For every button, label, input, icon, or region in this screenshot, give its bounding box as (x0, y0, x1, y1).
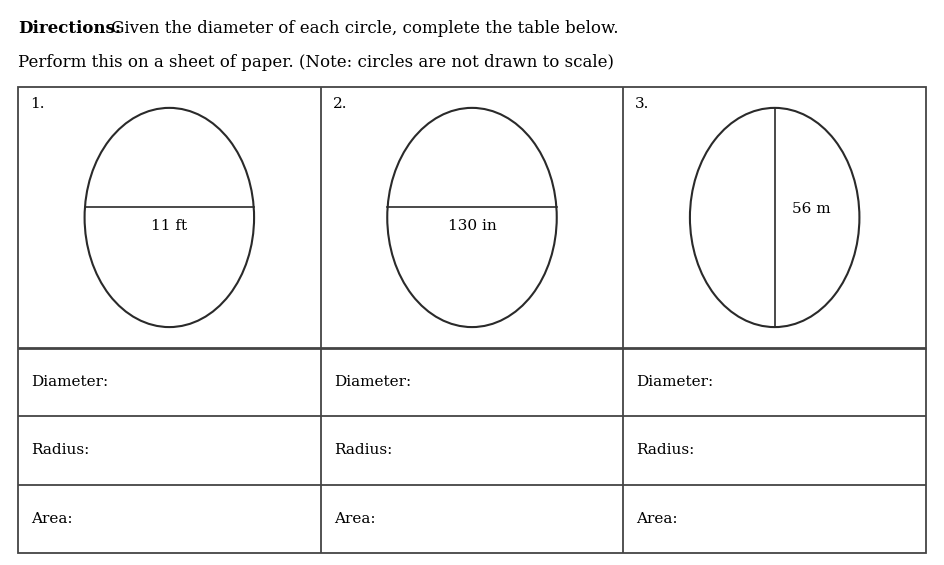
Bar (18, 87, 926, 553)
Ellipse shape (690, 108, 859, 327)
Text: Diameter:: Diameter: (636, 375, 714, 389)
Text: Diameter:: Diameter: (31, 375, 109, 389)
Text: 56 m: 56 m (792, 202, 830, 216)
Ellipse shape (387, 108, 557, 327)
Text: 130 in: 130 in (447, 219, 497, 233)
Text: 3.: 3. (635, 97, 649, 111)
Ellipse shape (85, 108, 254, 327)
Text: Radius:: Radius: (636, 444, 695, 458)
Text: Area:: Area: (636, 512, 678, 526)
Text: Directions:: Directions: (18, 20, 121, 37)
Text: Radius:: Radius: (333, 444, 392, 458)
Text: 1.: 1. (30, 97, 44, 111)
Text: Area:: Area: (333, 512, 376, 526)
Text: 2.: 2. (332, 97, 347, 111)
Text: Diameter:: Diameter: (333, 375, 411, 389)
Text: Perform this on a sheet of paper. (Note: circles are not drawn to scale): Perform this on a sheet of paper. (Note:… (18, 54, 614, 71)
Text: Area:: Area: (31, 512, 73, 526)
Text: Given the diameter of each circle, complete the table below.: Given the diameter of each circle, compl… (106, 20, 618, 37)
Text: Radius:: Radius: (31, 444, 90, 458)
Text: 11 ft: 11 ft (151, 219, 188, 233)
